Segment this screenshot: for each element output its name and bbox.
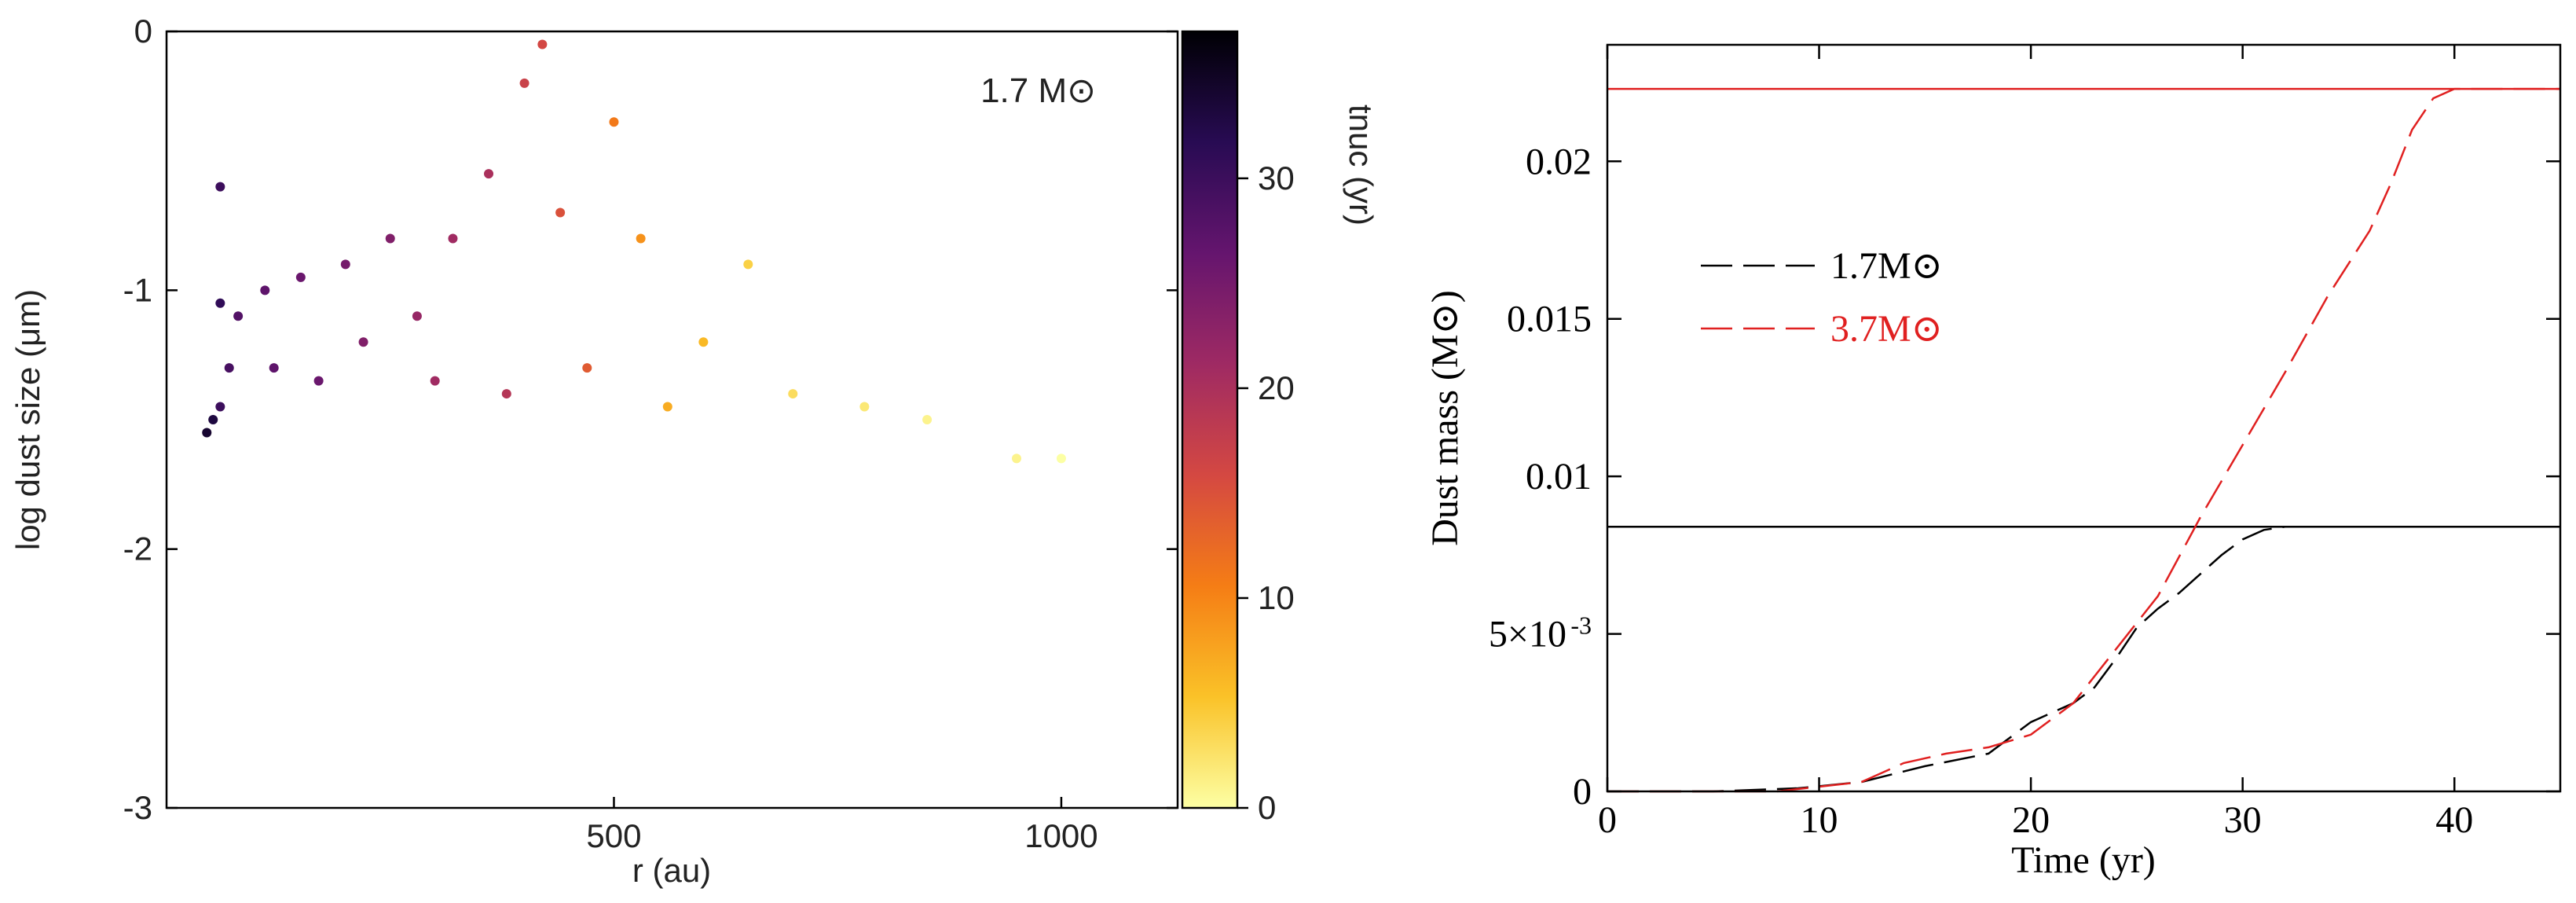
scatter-point xyxy=(484,169,494,179)
scatter-point xyxy=(537,39,548,50)
scatter-point xyxy=(208,415,218,424)
scatter-point xyxy=(743,259,753,270)
scatter-point xyxy=(224,363,234,373)
scatter-point xyxy=(698,337,709,347)
legend: 1.7M⊙ 3.7M⊙ xyxy=(1701,245,1943,350)
series-line xyxy=(1607,87,2560,793)
scatter-point xyxy=(859,402,870,412)
scatter-point xyxy=(448,233,458,244)
colorbar-tick-label: 0 xyxy=(1258,789,1276,826)
right-x-axis-label: Time (yr) xyxy=(2011,839,2156,881)
scatter-point xyxy=(215,402,225,412)
scatter-point xyxy=(269,363,279,373)
scatter-point xyxy=(609,117,619,127)
right-plot-frame xyxy=(1606,43,2562,793)
left-x-tick-label: 500 xyxy=(586,817,641,854)
right-y-tick-label: 0.01 xyxy=(1526,456,1592,497)
scatter-point xyxy=(582,363,592,373)
scatter-point xyxy=(340,259,350,270)
right-y-tick-label: 0.015 xyxy=(1507,299,1592,340)
scatter-point xyxy=(233,311,244,321)
scatter-point xyxy=(430,376,440,386)
legend-label: 3.7M⊙ xyxy=(1830,308,1943,350)
left-plot-frame xyxy=(165,30,1179,809)
scatter-point xyxy=(215,182,225,192)
right-y-tick-exponent: -3 xyxy=(1570,611,1592,640)
scatter-point xyxy=(202,428,212,438)
left-scatter-panel: 500 1000 0 -1 -2 -3 1.7 M⊙ r (au) log dust si… xyxy=(9,13,1380,889)
scatter-point xyxy=(260,285,270,295)
left-y-tick-label: -2 xyxy=(123,530,152,567)
left-y-tick-label: -3 xyxy=(123,789,152,826)
scatter-point xyxy=(922,415,933,424)
right-x-tick-label: 30 xyxy=(2224,799,2262,841)
colorbar-label: tnuc (yr) xyxy=(1343,105,1380,226)
scatter-point xyxy=(519,78,529,88)
scatter-points xyxy=(202,39,1066,464)
scatter-point xyxy=(662,402,672,412)
colorbar-tick-label: 30 xyxy=(1258,160,1295,196)
scatter-point xyxy=(555,207,566,218)
line-series xyxy=(1607,87,2560,793)
scatter-point xyxy=(1011,453,1021,464)
right-y-tick-label: 5×10 xyxy=(1489,614,1566,655)
scatter-point xyxy=(788,389,798,399)
colorbar-ticks: 0 10 20 30 xyxy=(1237,160,1295,826)
left-y-tick-label: -1 xyxy=(123,271,152,308)
right-axis-ticks: 0 10 20 30 40 0 5×10 -3 0.01 0.015 0.02 xyxy=(1489,45,2560,841)
colorbar-tick-label: 10 xyxy=(1258,579,1295,616)
colorbar-tick-label: 20 xyxy=(1258,369,1295,406)
left-y-tick-label: 0 xyxy=(134,13,152,50)
legend-label: 1.7M⊙ xyxy=(1830,245,1943,287)
left-y-axis-label: log dust size (μm) xyxy=(9,289,46,550)
scatter-point xyxy=(313,376,324,386)
series-line xyxy=(1607,526,2560,793)
right-y-tick-label: 0.02 xyxy=(1526,141,1592,182)
left-axis-ticks: 500 1000 0 -1 -2 -3 xyxy=(123,13,1178,854)
right-x-tick-label: 10 xyxy=(1801,799,1838,841)
mass-annotation: 1.7 M⊙ xyxy=(980,72,1096,110)
scatter-point xyxy=(636,233,646,244)
scatter-point xyxy=(1056,453,1066,464)
right-y-axis-label: Dust mass (M⊙) xyxy=(1424,290,1466,546)
right-x-tick-label: 40 xyxy=(2435,799,2473,841)
scatter-point xyxy=(501,389,511,399)
scatter-point xyxy=(412,311,422,321)
scatter-point xyxy=(358,337,368,347)
right-x-tick-label: 0 xyxy=(1598,799,1617,841)
left-x-axis-label: r (au) xyxy=(632,852,711,889)
left-x-tick-label: 1000 xyxy=(1024,817,1097,854)
right-y-tick-label: 0 xyxy=(1573,771,1592,813)
colorbar xyxy=(1181,30,1239,809)
scatter-point xyxy=(385,233,395,244)
scatter-point xyxy=(215,298,225,308)
right-x-tick-label: 20 xyxy=(2012,799,2050,841)
scatter-point xyxy=(295,272,306,282)
